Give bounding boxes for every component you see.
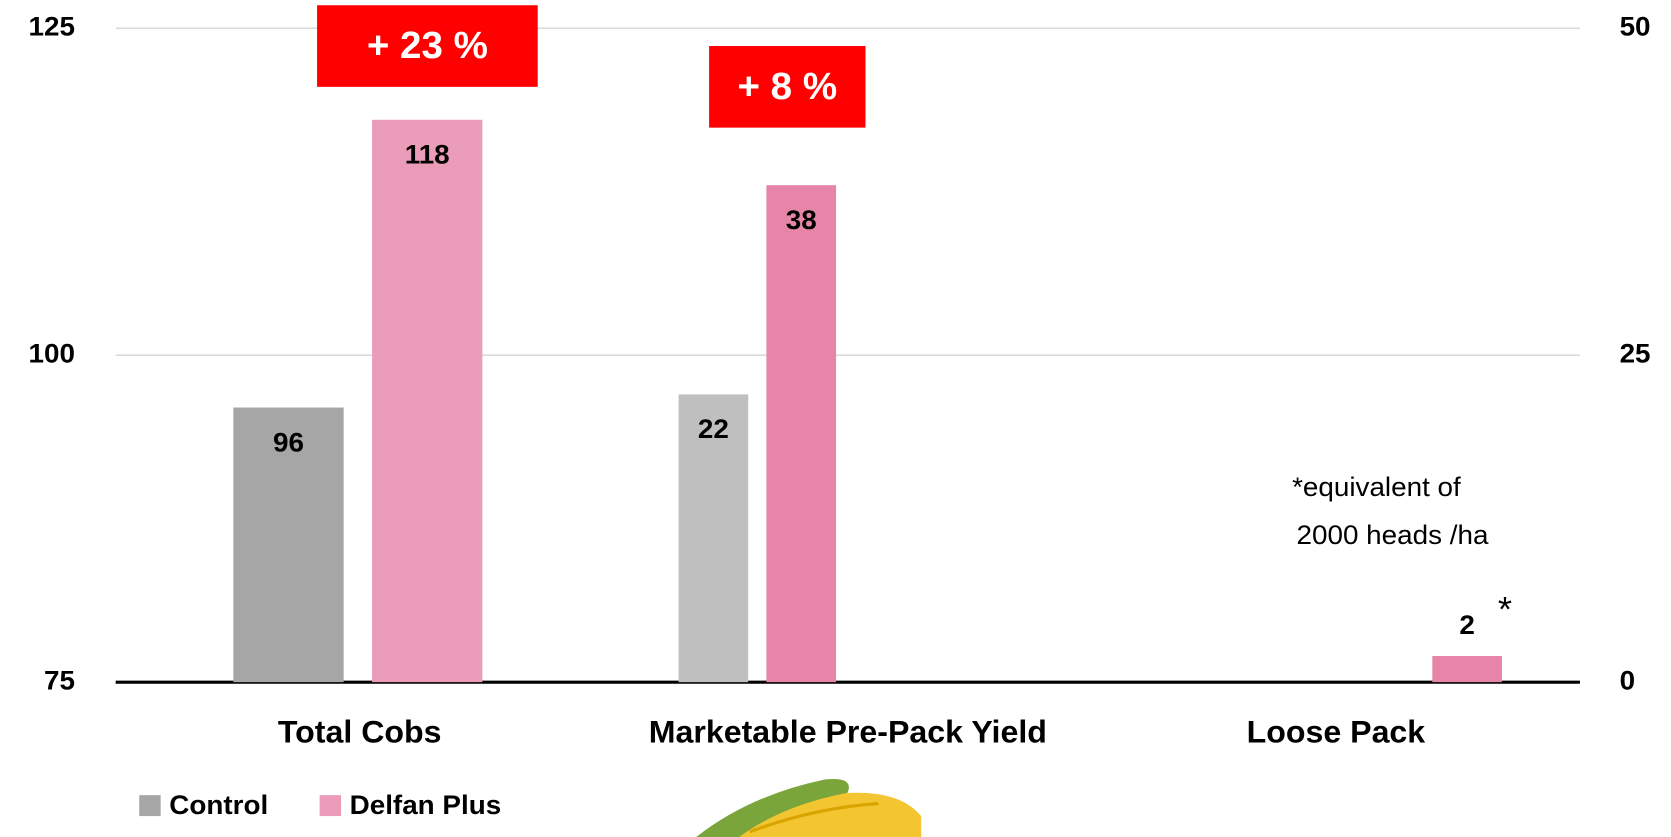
x-tick-label: Marketable Pre-Pack Yield: [649, 714, 1047, 750]
chart: 75 100 125 0 25 50 Total Cobs 96 118 Marketable P…: [0, 0, 1671, 837]
annotation: + 8 %: [737, 66, 837, 108]
bar: [766, 185, 836, 682]
y-tick-label: 100: [29, 338, 75, 369]
value-label: 96: [273, 427, 304, 458]
value-label: 22: [698, 414, 729, 445]
annotation: + 23 %: [367, 25, 488, 67]
y2-tick-label: 50: [1620, 11, 1651, 42]
x-tick-label: Total Cobs: [278, 714, 442, 750]
y2-tick-label: 0: [1620, 665, 1635, 696]
x-tick-label: Loose Pack: [1247, 714, 1426, 750]
legend-label: Delfan Plus: [350, 789, 502, 820]
value-label: 38: [786, 204, 817, 235]
footnote: 2000 heads /ha: [1297, 519, 1490, 550]
legend-swatch: [320, 795, 341, 816]
y-tick-label: 125: [29, 11, 75, 42]
legend-label: Control: [169, 789, 268, 820]
corn-illustration: [696, 779, 921, 837]
legend-swatch: [139, 795, 160, 816]
value-label: 2: [1459, 609, 1474, 640]
y-tick-label: 75: [44, 665, 75, 696]
bar: [1432, 656, 1502, 682]
asterisk: *: [1498, 589, 1512, 630]
footnote: *equivalent of: [1292, 471, 1461, 502]
bar: [372, 120, 482, 682]
y2-tick-label: 25: [1620, 338, 1651, 369]
value-label: 118: [405, 139, 450, 170]
